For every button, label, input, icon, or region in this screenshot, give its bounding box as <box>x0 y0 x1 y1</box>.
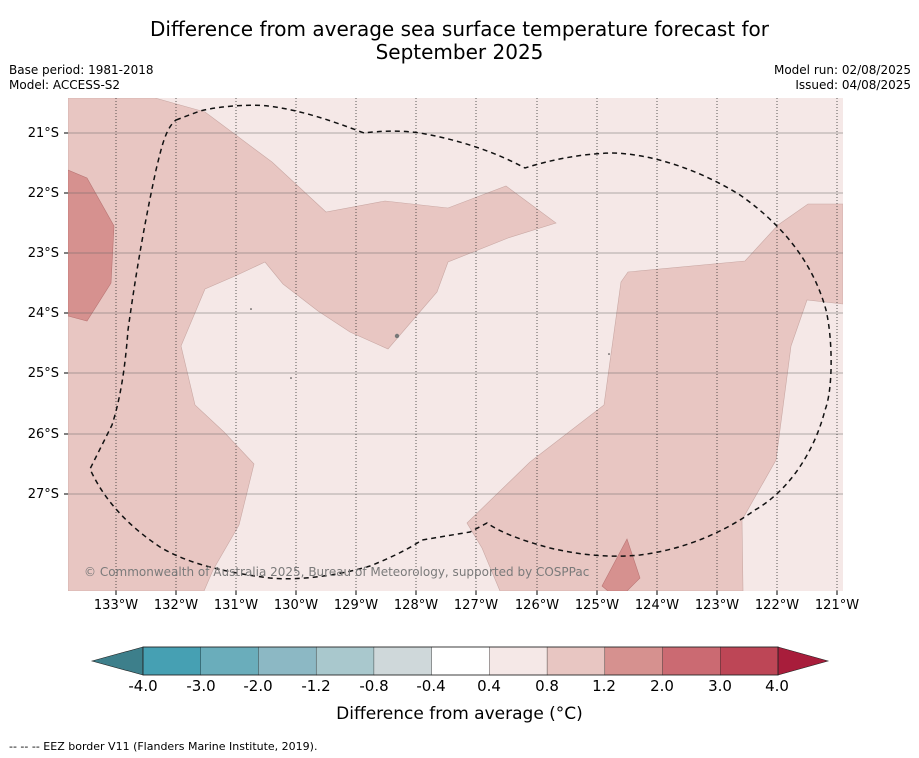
map-title: Difference from average sea surface temp… <box>0 18 919 64</box>
colorbar-bin <box>258 646 317 676</box>
colorbar-bin <box>662 646 721 676</box>
colorbar-tick-label: -0.4 <box>416 677 446 695</box>
model-run: Model run: 02/08/2025 <box>773 63 911 77</box>
lon-label: 130°W <box>273 598 319 613</box>
colorbar <box>90 646 830 676</box>
title-line-2: September 2025 <box>375 40 544 64</box>
lon-ticks <box>115 591 838 595</box>
colorbar-bin <box>431 646 491 676</box>
colorbar-tick-label: 3.0 <box>708 677 732 695</box>
lat-label: 25°S <box>27 366 59 381</box>
colorbar-bin <box>489 646 548 676</box>
lat-label: 23°S <box>27 246 59 261</box>
lon-label: 128°W <box>393 598 439 613</box>
colorbar-below-min <box>90 646 144 676</box>
colorbar-bin <box>373 646 433 676</box>
colorbar-bin <box>720 646 779 676</box>
issued-date: Issued: 04/08/2025 <box>795 78 911 92</box>
copyright-notice: © Commonwealth of Australia 2025, Bureau… <box>84 565 590 579</box>
colorbar-tick-label: -2.0 <box>243 677 273 695</box>
lon-label: 125°W <box>574 598 620 613</box>
island-dot <box>394 333 400 339</box>
colorbar-tick-label: -1.2 <box>301 677 331 695</box>
island-dot <box>290 377 292 379</box>
map-area <box>68 98 843 591</box>
colorbar-tick-label: 0.4 <box>477 677 501 695</box>
lon-label: 129°W <box>333 598 379 613</box>
lat-label: 26°S <box>27 427 59 442</box>
colorbar-tick-label: -3.0 <box>186 677 216 695</box>
lon-label: 133°W <box>93 598 139 613</box>
anomaly-patch-west <box>68 169 115 322</box>
colorbar-tick-label: 0.8 <box>535 677 559 695</box>
lat-ticks <box>64 132 68 495</box>
title-line-1: Difference from average sea surface temp… <box>149 17 769 41</box>
colorbar-label: Difference from average (°C) <box>336 704 583 724</box>
colorbar-outline <box>142 646 779 676</box>
model-name: Model: ACCESS-S2 <box>9 78 121 92</box>
lon-label: 126°W <box>514 598 560 613</box>
colorbar-bin <box>142 646 202 676</box>
colorbar-above-max <box>777 646 830 676</box>
colorbar-bin <box>315 646 375 676</box>
lat-label: 22°S <box>27 186 59 201</box>
latitude-gridlines <box>68 132 843 495</box>
footnote: -- -- -- EEZ border V11 (Flanders Marine… <box>9 740 318 753</box>
colorbar-bins <box>142 646 779 676</box>
lat-label: 21°S <box>27 126 59 141</box>
lon-label: 121°W <box>814 598 860 613</box>
island-dot <box>250 308 252 310</box>
colorbar-tick-label: 2.0 <box>650 677 674 695</box>
colorbar-bin <box>546 646 606 676</box>
colorbar-bin <box>604 646 664 676</box>
colorbar-bin <box>200 646 260 676</box>
island-dot <box>608 353 610 355</box>
colorbar-tick-label: -4.0 <box>128 677 158 695</box>
lon-label: 123°W <box>694 598 740 613</box>
colorbar-tick-label: 1.2 <box>592 677 616 695</box>
eez-border <box>89 104 832 580</box>
longitude-gridlines <box>115 98 838 591</box>
meta-right: Model run: 02/08/2025 Issued: 04/08/2025 <box>774 63 911 93</box>
colorbar-tick-label: -0.8 <box>359 677 389 695</box>
lon-label: 132°W <box>153 598 199 613</box>
anomaly-patch-south <box>601 538 641 591</box>
anomaly-region-west <box>68 98 557 591</box>
lat-label: 27°S <box>27 487 59 502</box>
meta-left: Base period: 1981-2018 Model: ACCESS-S2 <box>9 63 154 93</box>
colorbar-tick-label: 4.0 <box>765 677 789 695</box>
lon-label: 127°W <box>453 598 499 613</box>
base-period: Base period: 1981-2018 <box>9 63 154 77</box>
lon-label: 131°W <box>213 598 259 613</box>
lon-label: 122°W <box>754 598 800 613</box>
lat-label: 24°S <box>27 306 59 321</box>
lon-label: 124°W <box>634 598 680 613</box>
